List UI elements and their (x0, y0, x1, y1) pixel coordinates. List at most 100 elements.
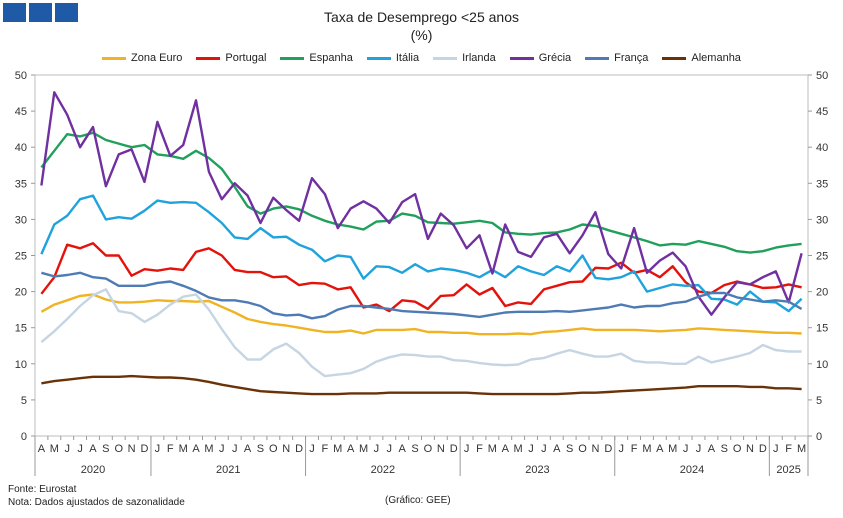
year-label: 2022 (371, 464, 395, 476)
x-tick-label: N (282, 443, 290, 455)
x-tick-label: J (541, 443, 547, 455)
x-tick-label: A (399, 443, 407, 455)
y-tick-label-left: 20 (15, 287, 27, 299)
x-tick-label: J (528, 443, 534, 455)
x-tick-label: A (244, 443, 252, 455)
y-tick-label-left: 10 (15, 359, 27, 371)
x-tick-label: J (464, 443, 470, 455)
x-tick-label: J (77, 443, 83, 455)
x-tick-label: J (232, 443, 238, 455)
x-tick-label: S (721, 443, 728, 455)
x-tick-label: F (322, 443, 329, 455)
logo (3, 3, 78, 22)
x-tick-label: S (566, 443, 573, 455)
y-tick-label-left: 0 (21, 431, 27, 443)
y-tick-label-left: 15 (15, 323, 27, 335)
logo-block-1 (3, 3, 26, 22)
x-tick-label: M (668, 443, 677, 455)
legend-swatch (366, 56, 391, 60)
y-tick-label-right: 35 (816, 178, 828, 190)
x-tick-label: D (759, 443, 767, 455)
y-tick-label-left: 30 (15, 214, 27, 226)
x-tick-label: D (604, 443, 612, 455)
y-tick-label-right: 40 (816, 142, 828, 154)
legend-label: Espanha (309, 52, 353, 64)
x-tick-label: A (502, 443, 510, 455)
x-tick-label: N (128, 443, 136, 455)
y-tick-label-right: 30 (816, 214, 828, 226)
x-tick-label: J (64, 443, 70, 455)
x-tick-label: D (141, 443, 149, 455)
legend-swatch (280, 56, 305, 60)
x-tick-label: J (618, 443, 624, 455)
x-tick-label: J (309, 443, 315, 455)
legend-label: Portugal (225, 52, 267, 64)
x-tick-label: M (514, 443, 523, 455)
year-label: 2023 (525, 464, 549, 476)
y-tick-label-right: 20 (816, 287, 828, 299)
x-tick-label: M (50, 443, 59, 455)
x-tick-label: A (38, 443, 46, 455)
x-tick-label: M (797, 443, 806, 455)
y-tick-label-left: 45 (15, 106, 27, 118)
series-line-italia (40, 194, 803, 313)
chart-title-block: Taxa de Desemprego <25 anos (%) (0, 8, 843, 44)
x-tick-label: O (733, 443, 742, 455)
legend-item-espanha: Espanha (280, 52, 353, 64)
legend-swatch (662, 56, 687, 60)
y-tick-label-left: 25 (15, 251, 27, 263)
year-label: 2020 (81, 464, 105, 476)
legend-swatch (585, 56, 610, 60)
legend-label: França (614, 52, 649, 64)
y-tick-label-right: 5 (816, 395, 822, 407)
series-line-espanha (40, 131, 802, 254)
x-tick-label: N (591, 443, 599, 455)
legend-item-grecia: Grécia (509, 52, 572, 64)
source-note: Fonte: Eurostat (8, 484, 77, 495)
plot-frame (34, 74, 809, 437)
legend-swatch (509, 56, 534, 60)
chart-title: Taxa de Desemprego <25 anos (324, 9, 519, 25)
series-line-irlanda (40, 288, 802, 378)
legend-item-zona-euro: Zona Euro (102, 52, 182, 64)
legend-label: Grécia (538, 52, 572, 64)
x-tick-label: A (553, 443, 561, 455)
x-tick-label: J (155, 443, 161, 455)
series-line-franca (41, 271, 803, 320)
x-tick-label: S (257, 443, 264, 455)
x-tick-label: J (219, 443, 225, 455)
x-tick-label: F (476, 443, 483, 455)
x-tick-label: O (424, 443, 433, 455)
x-tick-label: F (785, 443, 792, 455)
x-tick-label: O (269, 443, 278, 455)
legend-item-italia: Itália (366, 52, 420, 64)
x-tick-label: F (167, 443, 174, 455)
x-tick-label: M (488, 443, 497, 455)
x-tick-label: D (450, 443, 458, 455)
x-tick-label: M (179, 443, 188, 455)
y-tick-label-right: 45 (816, 106, 828, 118)
year-label: 2025 (776, 464, 800, 476)
legend-swatch (196, 56, 221, 60)
x-tick-label: J (696, 443, 702, 455)
x-tick-label: S (411, 443, 418, 455)
legend-swatch (433, 56, 458, 60)
series-line-portugal (40, 241, 802, 313)
y-tick-label-right: 25 (816, 251, 828, 263)
y-tick-label-left: 5 (21, 395, 27, 407)
legend-label: Alemanha (691, 52, 741, 64)
year-label: 2024 (680, 464, 704, 476)
legend-item-irlanda: Irlanda (433, 52, 496, 64)
legend-label: Itália (395, 52, 420, 64)
year-label: 2021 (216, 464, 240, 476)
y-tick-label-right: 50 (816, 70, 828, 82)
logo-block-3 (55, 3, 78, 22)
chart-subtitle: (%) (410, 27, 433, 43)
y-tick-label-right: 0 (816, 431, 822, 443)
x-tick-label: O (114, 443, 123, 455)
series-line-zona-euro (40, 293, 802, 336)
x-tick-label: J (683, 443, 689, 455)
x-tick-label: A (656, 443, 664, 455)
x-tick-label: D (295, 443, 303, 455)
